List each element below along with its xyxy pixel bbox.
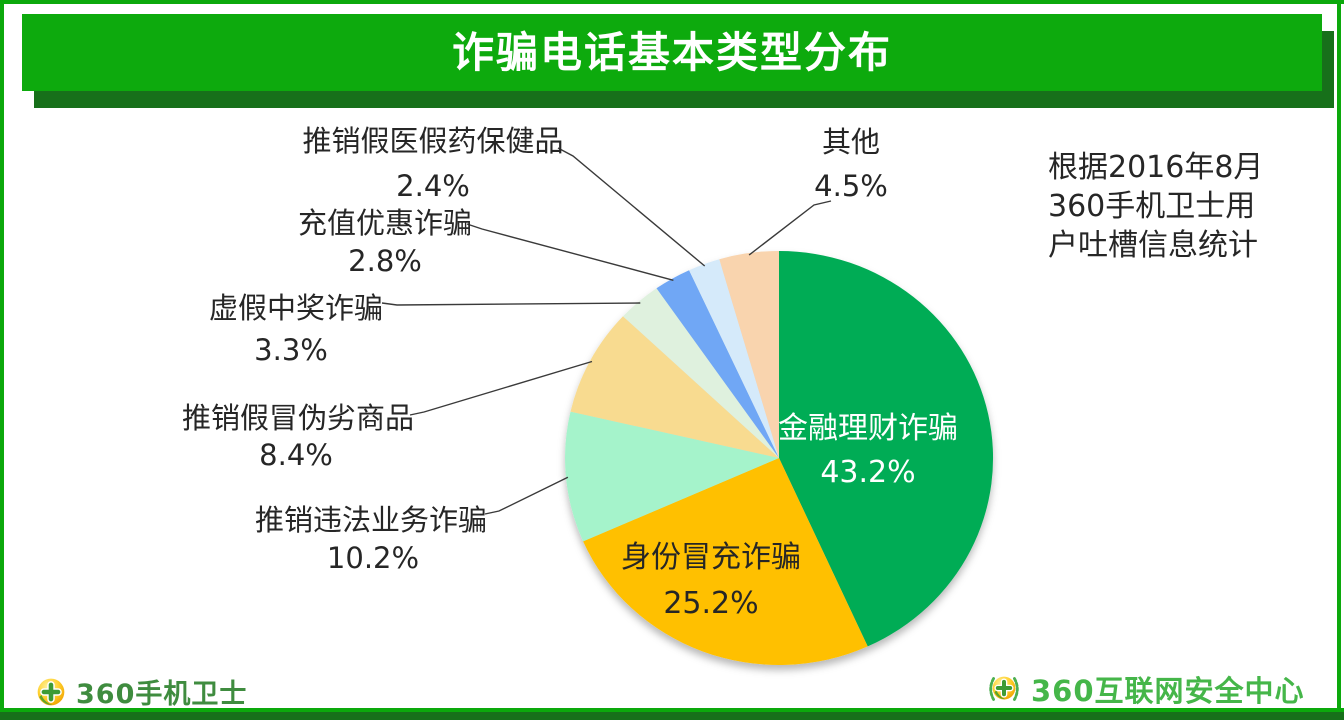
page-border-left xyxy=(0,0,4,708)
title-banner: 诈骗电话基本类型分布 xyxy=(22,14,1322,91)
slice-label: 其他 xyxy=(822,125,880,159)
source-note-line: 户吐槽信息统计 xyxy=(1048,228,1258,263)
slice-labels: 金融理财诈骗 43.2% 身份冒充诈骗 25.2% 推销违法业务诈骗 10.2% 推销假冒伪… xyxy=(182,124,958,621)
360-mobile-guard-icon xyxy=(37,678,65,705)
pie-slice-7 xyxy=(719,250,779,458)
pie-slice-1 xyxy=(583,458,868,666)
slice-label: 推销假冒伪劣商品 xyxy=(182,401,414,435)
pie-slice-3 xyxy=(570,316,779,458)
slice-label: 10.2% xyxy=(327,541,419,575)
360-internet-security-center-icon xyxy=(989,676,1019,701)
footer-logo-right: 360互联网安全中心 xyxy=(985,668,1305,710)
slice-label: 虚假中奖诈骗 xyxy=(209,291,383,325)
leader-line xyxy=(557,147,706,267)
slice-label: 充值优惠诈骗 xyxy=(298,206,472,240)
page-title: 诈骗电话基本类型分布 xyxy=(451,27,892,77)
source-note-line: 根据2016年8月 xyxy=(1048,150,1264,185)
pie-slice-6 xyxy=(689,259,779,458)
slice-label: 43.2% xyxy=(820,455,915,490)
leader-line xyxy=(484,476,569,515)
pie-slice-5 xyxy=(656,270,779,458)
slice-label: 推销违法业务诈骗 xyxy=(255,503,487,537)
slice-label: 2.4% xyxy=(396,169,470,203)
source-note: 根据2016年8月 360手机卫士用 户吐槽信息统计 xyxy=(1048,148,1298,265)
footer-right-label: 360互联网安全中心 xyxy=(1031,674,1305,708)
page-border-top xyxy=(0,0,1344,4)
leader-line xyxy=(748,200,832,256)
page-border-right xyxy=(1337,0,1341,708)
pie-slices xyxy=(565,250,994,666)
pie-slice-0 xyxy=(779,250,994,647)
slice-label: 4.5% xyxy=(814,169,888,203)
slice-label: 2.8% xyxy=(348,244,422,278)
slice-label: 25.2% xyxy=(663,586,758,621)
slice-label: 推销假医假药保健品 xyxy=(302,124,563,158)
leader-line xyxy=(409,360,593,416)
pie-slice-4 xyxy=(623,288,779,458)
pie-slice-2 xyxy=(565,411,779,542)
slice-label: 8.4% xyxy=(259,438,333,472)
slice-label: 身份冒充诈骗 xyxy=(621,540,801,575)
footer-bar xyxy=(0,712,1344,720)
page-border-bottom xyxy=(0,708,1344,712)
footer-left-label: 360手机卫士 xyxy=(76,679,248,710)
leader-lines xyxy=(381,147,832,515)
slice-label: 金融理财诈骗 xyxy=(778,411,958,446)
source-note-line: 360手机卫士用 xyxy=(1048,189,1256,224)
footer-logo-left: 360手机卫士 xyxy=(36,672,247,711)
leader-line xyxy=(381,302,641,306)
leader-line xyxy=(466,223,674,281)
slice-label: 3.3% xyxy=(254,333,328,367)
